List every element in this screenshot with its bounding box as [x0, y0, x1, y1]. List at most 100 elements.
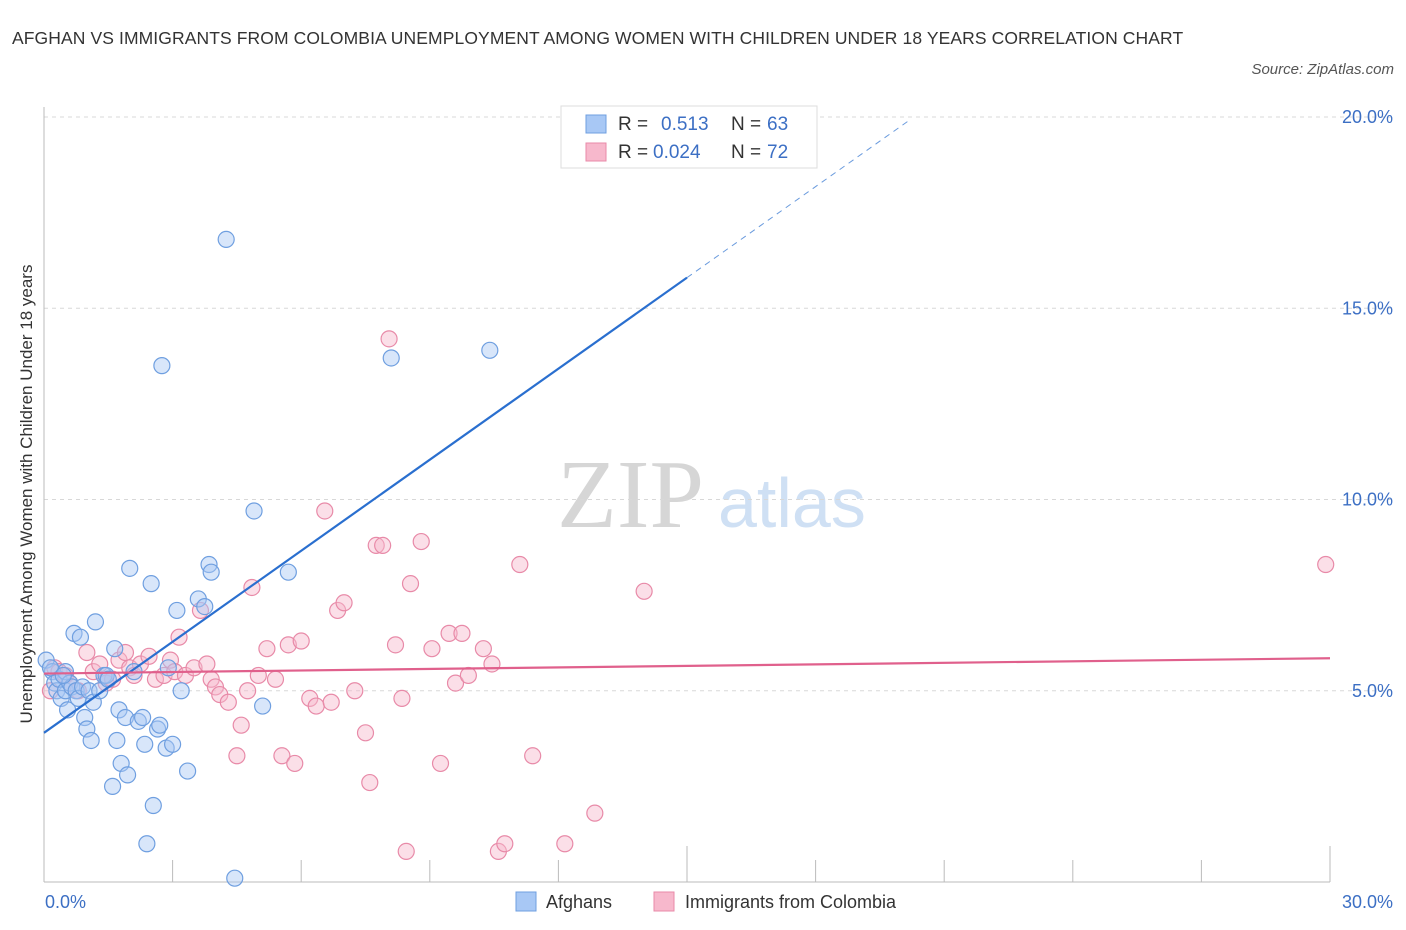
- colombia-point: [380, 330, 398, 348]
- afghan-point: [202, 563, 220, 581]
- afghan-point: [164, 735, 182, 753]
- afghan-point: [71, 628, 90, 646]
- afghan-point: [159, 659, 177, 677]
- legend-r-value-blue: 0.513: [661, 114, 709, 135]
- colombia-point: [423, 640, 441, 658]
- correlation-legend: R = 0.513 N = 63 R = 0.024 N = 72: [560, 105, 818, 169]
- colombia-point: [446, 674, 465, 692]
- colombia-point: [386, 636, 405, 654]
- series-legend-label-afghans[interactable]: Afghans: [546, 892, 612, 912]
- afghan-point: [168, 601, 186, 620]
- colombia-point: [279, 636, 297, 654]
- afghan-point: [103, 777, 122, 795]
- afghan-point: [82, 731, 100, 750]
- colombia-point: [586, 804, 604, 822]
- colombia-point: [474, 640, 492, 658]
- source-label: Source: ZipAtlas.com: [1251, 61, 1394, 78]
- colombia-point: [440, 624, 458, 642]
- axes: 5.0% 10.0% 15.0% 20.0%: [43, 107, 1393, 883]
- colombia-point: [556, 835, 574, 853]
- afghan-point: [121, 559, 139, 577]
- colombia-point: [1317, 555, 1335, 574]
- afghan-point: [133, 708, 152, 727]
- colombia-point: [258, 640, 276, 658]
- legend-r-label-pink: R =: [618, 142, 648, 163]
- legend-n-label-blue: N =: [731, 114, 761, 135]
- colombia-point: [316, 502, 334, 520]
- colombia-point: [412, 532, 430, 551]
- colombia-point: [292, 632, 310, 650]
- colombia-point: [198, 655, 216, 673]
- legend-swatch-blue: [585, 114, 607, 134]
- trend-lines: [43, 119, 1331, 734]
- colombia-point: [273, 747, 291, 765]
- afghan-point: [382, 349, 400, 367]
- watermark-atlas: atlas: [718, 464, 866, 542]
- afghan-point: [226, 869, 244, 887]
- colombia-point: [361, 773, 379, 792]
- afghan-trend-line: [43, 276, 688, 734]
- afghan-point: [151, 716, 169, 734]
- colombia-point: [635, 582, 653, 600]
- series-legend: Afghans Immigrants from Colombia: [515, 891, 897, 912]
- afghan-trend-extension: [686, 119, 911, 279]
- colombia-point: [374, 536, 392, 555]
- colombia-point: [397, 842, 415, 861]
- x-tick-label-min: 0.0%: [45, 892, 86, 912]
- afghan-point: [153, 357, 171, 375]
- afghan-point: [279, 563, 297, 581]
- colombia-point: [232, 716, 250, 734]
- colombia-point: [496, 835, 514, 853]
- legend-n-label-pink: N =: [731, 142, 761, 163]
- colombia-point: [393, 689, 411, 708]
- colombia-point: [219, 693, 237, 711]
- colombia-point: [524, 747, 542, 765]
- afghan-point: [41, 659, 60, 677]
- afghan-point: [196, 597, 214, 616]
- y-tick-label: 10.0%: [1342, 490, 1393, 510]
- data-points: [37, 230, 1335, 887]
- series-legend-swatch-colombia[interactable]: [653, 891, 675, 912]
- afghan-point: [172, 682, 190, 700]
- colombia-point: [459, 666, 477, 685]
- afghan-point: [138, 835, 156, 853]
- colombia-point: [286, 754, 304, 773]
- afghan-point: [481, 341, 499, 359]
- afghan-point: [179, 762, 197, 780]
- colombia-point: [511, 555, 529, 574]
- legend-n-value-blue: 63: [767, 114, 788, 135]
- series-legend-swatch-afghans[interactable]: [515, 891, 537, 912]
- legend-swatch-pink: [585, 142, 607, 162]
- x-tick-label-max: 30.0%: [1342, 892, 1393, 912]
- legend-r-value-pink: 0.024: [653, 142, 701, 163]
- colombia-point: [78, 643, 96, 662]
- y-tick-label: 20.0%: [1342, 107, 1393, 127]
- y-tick-label: 15.0%: [1342, 298, 1393, 318]
- colombia-point: [367, 536, 385, 555]
- afghan-point: [136, 735, 154, 753]
- chart-title: AFGHAN VS IMMIGRANTS FROM COLOMBIA UNEMP…: [12, 28, 1184, 48]
- colombia-point: [322, 693, 340, 711]
- colombia-point: [431, 754, 450, 773]
- afghan-point: [106, 640, 124, 658]
- colombia-point: [401, 575, 420, 593]
- afghan-point: [245, 502, 263, 520]
- afghan-point: [142, 575, 160, 593]
- watermark-zip: ZIP: [557, 441, 704, 549]
- y-tick-label: 5.0%: [1352, 681, 1393, 701]
- colombia-point: [239, 682, 257, 700]
- afghan-point: [86, 613, 105, 631]
- series-legend-label-colombia[interactable]: Immigrants from Colombia: [685, 892, 897, 912]
- colombia-point: [307, 697, 325, 715]
- legend-n-value-pink: 72: [767, 142, 788, 163]
- afghan-point: [118, 766, 137, 784]
- legend-r-label-blue: R =: [618, 114, 648, 135]
- afghan-point: [254, 697, 272, 715]
- colombia-trend-line: [43, 657, 1331, 675]
- colombia-point: [335, 594, 353, 612]
- grid-lines: [44, 116, 1393, 692]
- afghan-point: [108, 731, 126, 750]
- colombia-point: [356, 724, 375, 742]
- colombia-point: [453, 624, 471, 642]
